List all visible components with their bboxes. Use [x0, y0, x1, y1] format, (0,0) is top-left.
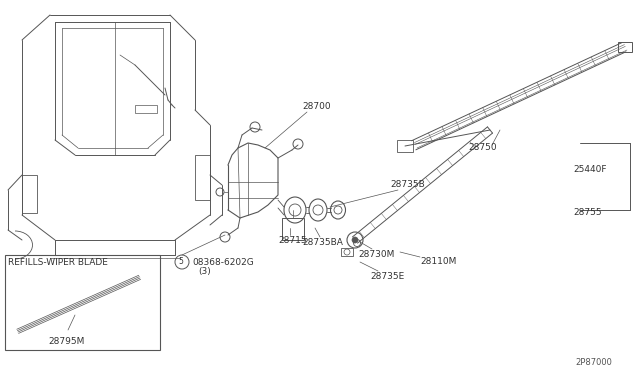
Bar	[397, 140, 413, 152]
Bar	[618, 42, 632, 52]
Text: 28795M: 28795M	[48, 337, 84, 346]
Text: 28110M: 28110M	[420, 257, 456, 266]
Text: 28730M: 28730M	[358, 250, 394, 259]
Text: 2P87000: 2P87000	[575, 358, 612, 367]
Bar	[195, 155, 210, 200]
Bar	[282, 218, 304, 240]
Text: 28700: 28700	[302, 102, 331, 111]
Bar	[341, 248, 353, 256]
Bar	[5, 255, 160, 350]
Text: 25440F: 25440F	[573, 165, 607, 174]
Text: 5: 5	[179, 257, 184, 266]
Text: 28735BA: 28735BA	[302, 238, 343, 247]
Bar	[22, 175, 37, 213]
Text: 28715: 28715	[278, 236, 307, 245]
Text: 28750: 28750	[468, 143, 497, 152]
Text: 08368-6202G: 08368-6202G	[192, 258, 253, 267]
Text: (3): (3)	[198, 267, 211, 276]
Text: 28735E: 28735E	[370, 272, 404, 281]
Text: REFILLS-WIPER BLADE: REFILLS-WIPER BLADE	[8, 258, 108, 267]
Circle shape	[352, 237, 358, 243]
Text: 28755: 28755	[573, 208, 602, 217]
Bar	[135, 105, 157, 113]
Text: 28735B: 28735B	[390, 180, 425, 189]
